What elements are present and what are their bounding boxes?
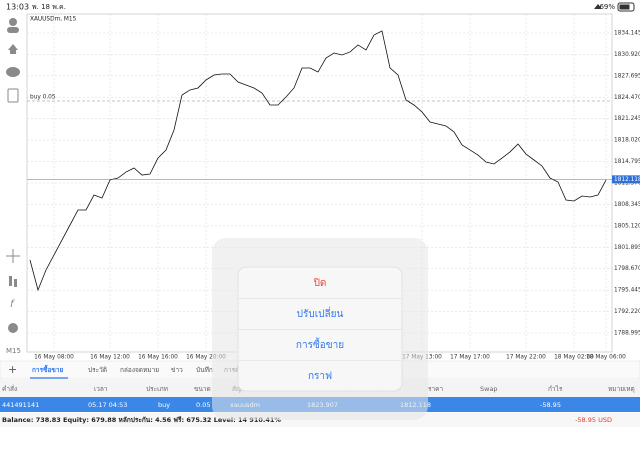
y-tick-label: 1811.570 [614,181,640,187]
x-tick-label: 18 May 06:00 [586,355,626,361]
y-tick-label: 1834.145 [614,30,640,36]
menu-item[interactable]: กราฟ [308,371,332,382]
objects-icon[interactable] [8,323,18,333]
y-tick-label: 1827.695 [614,73,640,79]
account-icon-body [7,27,19,33]
table-header: ประเภท [146,385,168,393]
y-tick-label: 1830.920 [614,52,640,58]
table-cell: 441491141 [2,401,39,409]
battery-icon [617,2,635,12]
indicator-icon-2 [14,279,17,287]
battery-level [619,4,630,10]
add-button[interactable]: + [8,363,17,376]
menu-item[interactable]: ปิด [313,278,326,289]
y-tick-label: 1801.895 [614,245,640,251]
x-tick-label: 16 May 16:00 [138,355,178,361]
crosshair-icon[interactable] [6,249,20,263]
table-cell: -58.95 [540,401,561,409]
menu-item[interactable]: การซื้อขาย [296,337,344,351]
tab[interactable]: ข่าว [171,366,183,374]
bid-label: 1812.118 [614,177,640,183]
x-tick-label: 17 May 17:00 [450,355,490,361]
popup-menu [237,266,403,392]
y-tick-label: 1824.470 [614,95,640,101]
y-tick-label: 1795.445 [614,288,640,294]
table-cell: 0.05 [196,401,210,409]
chat-icon[interactable] [6,67,20,77]
account-icon[interactable] [9,18,17,26]
y-tick-label: 1788.995 [614,331,640,337]
table-header: ขนาด [194,385,211,393]
order-label: buy 0.05 [30,95,56,101]
status-time: 13:03 [6,3,29,12]
y-tick-label: 1808.345 [614,202,640,208]
table-header: กำไร [548,385,563,393]
x-tick-label: 16 May 20:00 [186,355,226,361]
y-tick-label: 1798.670 [614,266,640,272]
table-header: เวลา [94,385,108,393]
tab[interactable]: การซื้อขาย [32,364,63,374]
status-date: พ. 18 พ.ค. [32,3,66,11]
tab[interactable]: บันทึก [196,366,213,374]
y-tick-label: 1805.120 [614,223,640,229]
x-tick-label: 17 May 22:00 [506,355,546,361]
chart-title: XAUUSDm, M15 [30,17,77,23]
bid-label-bg [612,175,640,184]
table-cell: buy [158,401,170,409]
table-header: ราคา [428,385,443,393]
tab[interactable]: กล่องจดหมาย [120,366,159,374]
wifi-icon [594,4,602,9]
timeframe[interactable]: M15 [6,347,21,355]
indicator-icon[interactable] [9,276,12,286]
battery-text: 69% [599,3,615,11]
table-header: คำสั่ง [2,384,17,393]
y-tick-label: 1814.795 [614,159,640,165]
price-line [29,30,607,292]
trade-icon[interactable] [8,44,18,54]
menu-item[interactable]: ปรับเปลี่ยน [297,306,344,320]
y-tick-label: 1818.020 [614,138,640,144]
account-summary: Balance: 738.83 Equity: 679.88 หลักประกั… [2,416,281,424]
new-order-icon[interactable] [7,88,19,103]
x-tick-label: 16 May 08:00 [34,355,74,361]
plot: 1834.145 1830.920 1827.695 1824.470 1821.245… [27,14,640,361]
x-tick-label: 16 May 12:00 [90,355,130,361]
table-header: หมายเหตุ [608,385,635,393]
x-tick-label: 18 May 02:00 [554,355,594,361]
y-tick-label: 1821.245 [614,116,640,122]
table-header: Swap [480,385,498,393]
function-icon[interactable]: f [10,299,15,310]
table-cell: 05.17 04:53 [88,401,127,409]
y-tick-label: 1792.220 [614,309,640,315]
total-profit: -58.95 USD [575,416,612,424]
toolbar: f [6,18,20,333]
tab[interactable]: ประวัติ [88,366,107,374]
